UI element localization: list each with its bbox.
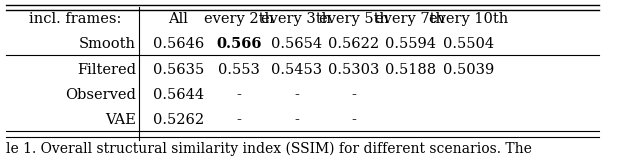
Text: 0.5262: 0.5262	[153, 113, 204, 127]
Text: -: -	[237, 88, 241, 102]
Text: every 10th: every 10th	[429, 12, 509, 26]
Text: every 2th: every 2th	[204, 12, 274, 26]
Text: every 7th: every 7th	[375, 12, 445, 26]
Text: le 1. Overall structural similarity index (SSIM) for different scenarios. The: le 1. Overall structural similarity inde…	[6, 141, 532, 156]
Text: 0.5303: 0.5303	[328, 63, 380, 77]
Text: 0.5644: 0.5644	[153, 88, 204, 102]
Text: All: All	[168, 12, 188, 26]
Text: -: -	[351, 113, 356, 127]
Text: Filtered: Filtered	[77, 63, 136, 77]
Text: 0.5654: 0.5654	[271, 37, 322, 51]
Text: 0.5646: 0.5646	[153, 37, 204, 51]
Text: -: -	[294, 113, 299, 127]
Text: VAE: VAE	[106, 113, 136, 127]
Text: Smooth: Smooth	[79, 37, 136, 51]
Text: incl. frames:: incl. frames:	[29, 12, 121, 26]
Text: 0.5594: 0.5594	[385, 37, 436, 51]
Text: -: -	[294, 88, 299, 102]
Text: 0.5188: 0.5188	[385, 63, 436, 77]
Text: every 5th: every 5th	[319, 12, 389, 26]
Text: 0.5635: 0.5635	[153, 63, 204, 77]
Text: Observed: Observed	[65, 88, 136, 102]
Text: 0.5453: 0.5453	[271, 63, 322, 77]
Text: 0.566: 0.566	[216, 37, 262, 51]
Text: every 3th: every 3th	[262, 12, 332, 26]
Text: 0.5622: 0.5622	[328, 37, 380, 51]
Text: 0.553: 0.553	[218, 63, 260, 77]
Text: 0.5039: 0.5039	[444, 63, 495, 77]
Text: 0.5504: 0.5504	[444, 37, 495, 51]
Text: -: -	[237, 113, 241, 127]
Text: -: -	[351, 88, 356, 102]
